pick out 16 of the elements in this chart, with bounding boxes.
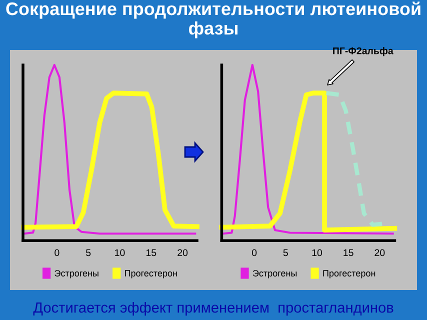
x-tick-label: 5 <box>283 249 288 256</box>
x-tick-label: 10 <box>312 249 322 256</box>
x-tick-label: 15 <box>344 249 354 256</box>
legend-label: Прогестерон <box>323 270 376 278</box>
x-tick-label: 20 <box>178 249 188 256</box>
x-tick-label: 0 <box>54 249 60 256</box>
legend-label: Эстрогены <box>54 270 98 278</box>
x-tick-label: 20 <box>374 249 385 256</box>
x-tick-label: 10 <box>115 249 125 256</box>
chart-title: Сокращение продолжительности лютеиновой фазы <box>6 2 420 38</box>
x-tick-label: 15 <box>146 249 156 256</box>
legend-label: Прогестерон <box>125 270 177 278</box>
legend-label: Эстрогены <box>252 270 297 278</box>
x-tick-label: 5 <box>86 249 91 256</box>
text: Достигается эффект применением простагландинов <box>33 302 394 316</box>
x-tick-label: 0 <box>252 249 257 256</box>
